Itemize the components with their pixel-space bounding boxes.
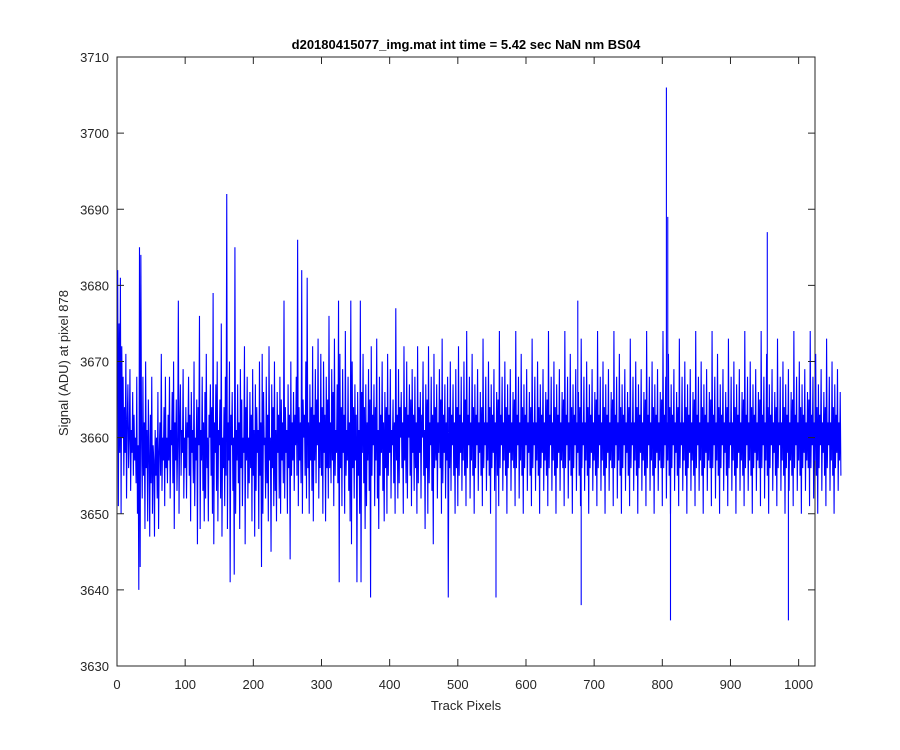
y-tick-label: 3660 [80,431,109,446]
x-tick-label: 200 [242,677,264,692]
x-tick-label: 100 [174,677,196,692]
y-tick-label: 3710 [80,50,109,65]
x-tick-label: 1000 [784,677,813,692]
plot-area-frame [116,56,816,667]
x-tick-label: 600 [515,677,537,692]
y-tick-label: 3700 [80,126,109,141]
x-tick-label: 700 [583,677,605,692]
x-axis-label: Track Pixels [431,698,502,713]
y-tick-label: 3650 [80,507,109,522]
chart-title: d20180415077_img.mat int time = 5.42 sec… [292,37,641,52]
y-tick-label: 3640 [80,583,109,598]
y-tick-label: 3670 [80,355,109,370]
data-series [117,87,842,621]
y-tick-label: 3630 [80,659,109,674]
series-line-0 [117,194,842,598]
y-tick-label: 3690 [80,202,109,217]
x-tick-label: 400 [379,677,401,692]
x-tick-label: 800 [651,677,673,692]
x-tick-label: 500 [447,677,469,692]
x-tick-label: 900 [720,677,742,692]
y-axis-label: Signal (ADU) at pixel 878 [56,290,71,436]
ticks: 0 100 200 300 400 500 600 700 800 900 1000 3630 3640… [80,50,815,692]
axes [116,56,816,667]
x-tick-label: 0 [113,677,120,692]
x-tick-label: 300 [311,677,333,692]
y-tick-label: 3680 [80,278,109,293]
